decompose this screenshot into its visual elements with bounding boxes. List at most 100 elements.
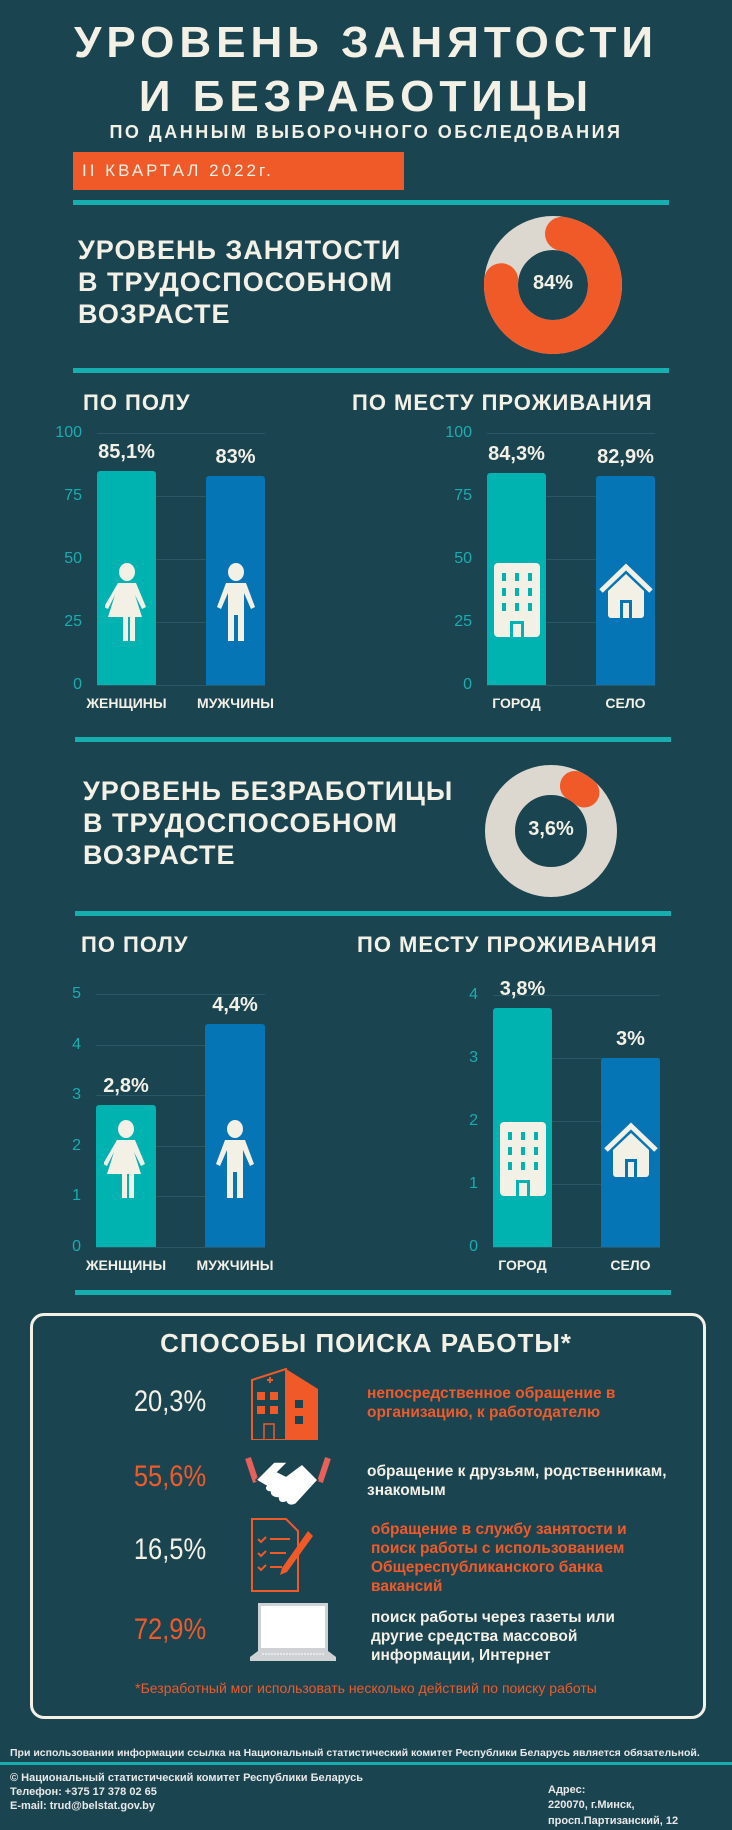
gridline — [97, 496, 265, 497]
divider — [75, 737, 671, 742]
y-tick-label: 75 — [64, 487, 82, 504]
gridline — [493, 1184, 660, 1185]
y-tick-label: 0 — [73, 676, 82, 693]
y-tick-label: 3 — [72, 1086, 81, 1104]
category-label: МУЖЧИНЫ — [197, 695, 274, 711]
gridline — [96, 1196, 265, 1198]
job-search-panel — [30, 1313, 706, 1719]
y-tick-label: 50 — [64, 550, 82, 567]
employment-donut-chart — [484, 216, 622, 354]
category-label: МУЖЧИНЫ — [196, 1257, 274, 1273]
woman-icon — [103, 563, 149, 643]
man-icon — [214, 563, 258, 643]
unemployment-heading: УРОВЕНЬ БЕЗРАБОТИЦЫ В ТРУДОСПОСОБНОМ ВОЗ… — [83, 775, 453, 871]
subtitle: ПО ДАННЫМ ВЫБОРОЧНОГО ОБСЛЕДОВАНИЯ — [109, 122, 623, 142]
bar-value-label: 84,3% — [488, 442, 545, 465]
heading-line: УРОВЕНЬ ЗАНЯТОСТИ — [78, 235, 402, 265]
bar-value-label: 4,4% — [212, 994, 258, 1017]
y-tick-label: 2 — [72, 1136, 81, 1154]
unemployment-donut-label: 3,6% — [528, 818, 574, 840]
bar-value-label: 3% — [616, 1028, 645, 1050]
donut-value-segment — [485, 765, 617, 898]
gridline — [487, 496, 655, 497]
gridline — [493, 995, 660, 996]
heading-line: В ТРУДОСПОСОБНОМ — [78, 267, 393, 297]
footer-address-line1: 220070, г.Минск, — [548, 1799, 635, 1811]
gridline — [96, 1145, 265, 1147]
office-building-icon — [250, 1367, 320, 1441]
main-title-line2: И БЕЗРАБОТИЦЫ — [138, 72, 594, 121]
laptop-icon — [250, 1603, 336, 1665]
divider — [73, 368, 669, 373]
bar-value-label: 3,8% — [499, 977, 546, 1000]
y-tick-label: 75 — [454, 487, 472, 504]
bar-value-label: 2,8% — [103, 1075, 149, 1098]
main-title-line1: УРОВЕНЬ ЗАНЯТОСТИ — [73, 18, 659, 67]
footer-address-label: Адрес: — [548, 1784, 586, 1796]
house-icon — [598, 563, 654, 619]
category-label: СЕЛО — [610, 1257, 651, 1273]
footer-address-line2: просп.Партизанский, 12 — [548, 1815, 679, 1827]
woman-icon — [103, 1120, 148, 1200]
gridline — [487, 433, 655, 434]
gridline — [97, 685, 265, 686]
donut-remainder-segment — [485, 765, 617, 897]
y-tick-label: 100 — [55, 424, 82, 441]
category-label: ЖЕНЩИНЫ — [85, 1257, 167, 1273]
employment-heading: УРОВЕНЬ ЗАНЯТОСТИ В ТРУДОСПОСОБНОМ ВОЗРА… — [78, 234, 401, 330]
y-tick-label: 4 — [469, 986, 478, 1003]
building-icon — [493, 563, 540, 637]
category-label: СЕЛО — [605, 695, 646, 711]
category-label: ГОРОД — [498, 1257, 547, 1273]
employment-by-sex-title: ПО ПОЛУ — [83, 390, 191, 415]
gridline — [487, 685, 655, 686]
footer-disclaimer: При использовании информации ссылка на Н… — [10, 1747, 700, 1759]
bar-value-label: 85,1% — [98, 440, 155, 463]
period-badge: II КВАРТАЛ 2022г. — [73, 152, 404, 190]
footer-phone: Телефон: +375 17 378 02 65 — [10, 1786, 157, 1798]
gridline — [487, 559, 655, 560]
job-search-method: непосредственное обращение в организацию… — [367, 1385, 616, 1421]
handshake-icon — [244, 1452, 332, 1508]
y-tick-label: 5 — [72, 985, 81, 1002]
job-search-method: поиск работы через газеты или другие сре… — [371, 1609, 615, 1664]
gridline — [487, 622, 655, 623]
footer-copyright: © Национальный статистический комитет Ре… — [10, 1772, 364, 1784]
bar-value-label: 82,9% — [597, 446, 654, 469]
job-search-percent: 72,9% — [133, 1613, 207, 1646]
category-label: ГОРОД — [492, 695, 541, 711]
y-tick-label: 3 — [469, 1049, 478, 1066]
job-search-method: обращение в службу занятости и поиск раб… — [371, 1521, 627, 1595]
job-search-percent: 20,3% — [133, 1385, 207, 1418]
house-icon — [603, 1122, 659, 1178]
gridline — [96, 1247, 265, 1248]
job-search-footnote: *Безработный мог использовать несколько … — [135, 1680, 597, 1696]
y-tick-label: 1 — [469, 1175, 478, 1192]
gridline — [96, 994, 265, 995]
category-label: ЖЕНЩИНЫ — [86, 695, 167, 711]
gridline — [96, 1095, 265, 1097]
y-tick-label: 50 — [454, 550, 472, 567]
footer-email[interactable]: E-mail: trud@belstat.gov.by — [10, 1800, 155, 1812]
job-search-percent: 16,5% — [133, 1533, 207, 1566]
y-tick-label: 0 — [72, 1238, 81, 1255]
y-tick-label: 0 — [463, 676, 472, 693]
unemployment-donut-chart — [485, 765, 617, 898]
checklist-pen-icon — [250, 1517, 314, 1593]
gridline — [97, 622, 265, 623]
gridline — [493, 1058, 660, 1059]
job-search-title: СПОСОБЫ ПОИСКА РАБОТЫ* — [160, 1328, 572, 1358]
y-tick-label: 4 — [72, 1035, 81, 1053]
man-icon — [213, 1120, 257, 1200]
unemployment-by-sex-title: ПО ПОЛУ — [81, 932, 189, 957]
job-search-percent: 55,6% — [133, 1460, 207, 1493]
divider — [75, 911, 671, 916]
y-tick-label: 2 — [469, 1112, 478, 1129]
donut-value-segment — [484, 216, 622, 354]
gridline — [97, 433, 265, 434]
divider — [75, 1290, 671, 1295]
y-tick-label: 1 — [72, 1187, 81, 1205]
divider — [73, 200, 669, 205]
y-tick-label: 25 — [454, 613, 472, 630]
unemployment-by-residence-title: ПО МЕСТУ ПРОЖИВАНИЯ — [357, 932, 658, 957]
